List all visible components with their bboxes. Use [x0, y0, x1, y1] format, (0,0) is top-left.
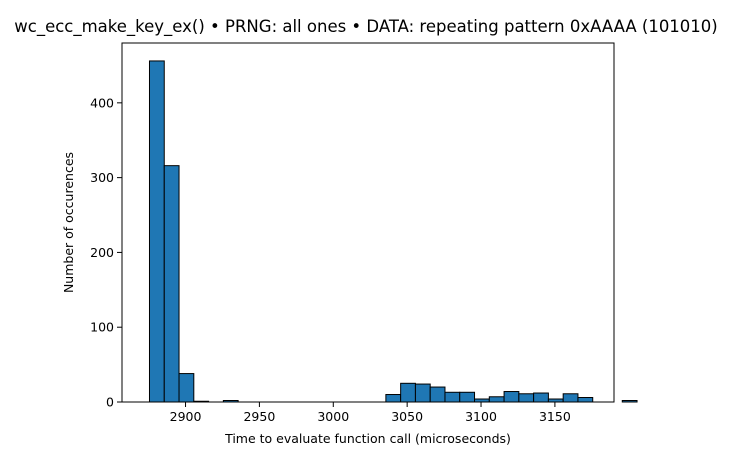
plot-area-frame [121, 42, 615, 403]
y-tick-label: 200 [90, 245, 114, 260]
histogram-bar [503, 391, 520, 403]
histogram-bar [385, 394, 402, 403]
histogram-bar [621, 400, 638, 403]
histogram-bar [444, 391, 461, 403]
chart-title: wc_ecc_make_key_ex() • PRNG: all ones • … [14, 17, 718, 37]
histogram-bar [429, 386, 446, 403]
histogram-bars [148, 60, 638, 403]
histogram-bar [533, 392, 549, 403]
histogram-bar [163, 165, 180, 403]
histogram-bar [148, 60, 165, 403]
histogram-bar [459, 391, 476, 403]
histogram-bar [178, 373, 195, 403]
histogram-bar [518, 393, 535, 403]
histogram-bar [414, 383, 431, 403]
histogram-bar [577, 397, 594, 403]
x-axis-ticks: 2900 2950 3000 3050 3100 3150 [170, 402, 571, 424]
y-tick-label: 0 [106, 395, 114, 410]
x-tick-label: 2900 [170, 409, 202, 424]
y-tick-label: 300 [90, 170, 114, 185]
histogram-bar [562, 393, 579, 403]
x-tick-label: 3100 [465, 409, 497, 424]
histogram-bar [488, 396, 505, 403]
y-axis-ticks: 0 100 200 300 400 [90, 95, 122, 410]
x-tick-label: 3000 [317, 409, 349, 424]
histogram-bar [400, 382, 416, 403]
y-tick-label: 100 [90, 320, 114, 335]
x-tick-label: 3050 [391, 409, 423, 424]
x-tick-label: 2950 [243, 409, 275, 424]
x-axis-label: Time to evaluate function call (microsec… [224, 431, 511, 446]
y-tick-label: 400 [90, 95, 114, 110]
y-axis-label: Number of occurences [61, 152, 76, 293]
x-tick-label: 3150 [539, 409, 571, 424]
